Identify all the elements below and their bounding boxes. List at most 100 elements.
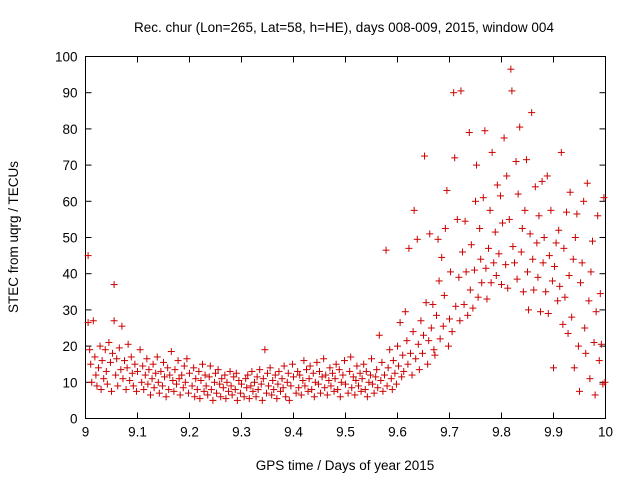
data-point bbox=[138, 378, 146, 386]
data-point bbox=[230, 373, 238, 381]
data-point bbox=[509, 243, 517, 251]
data-point bbox=[415, 366, 423, 374]
data-point bbox=[481, 127, 489, 135]
data-point bbox=[508, 87, 516, 95]
data-point bbox=[165, 386, 173, 394]
data-point bbox=[210, 378, 218, 386]
data-point bbox=[123, 364, 131, 372]
data-point bbox=[176, 391, 184, 399]
data-point bbox=[451, 154, 459, 162]
x-tick-label: 9.8 bbox=[492, 425, 511, 440]
data-point bbox=[417, 317, 425, 325]
data-point bbox=[591, 391, 599, 399]
data-point bbox=[387, 375, 395, 383]
data-point bbox=[482, 264, 490, 272]
data-point bbox=[568, 313, 576, 321]
data-point bbox=[136, 346, 144, 354]
data-point bbox=[496, 192, 504, 200]
data-point bbox=[243, 384, 251, 392]
data-point bbox=[326, 364, 334, 372]
data-point bbox=[238, 380, 245, 388]
data-point bbox=[296, 371, 304, 379]
data-point bbox=[529, 255, 537, 263]
data-point bbox=[117, 366, 125, 374]
data-point bbox=[358, 375, 366, 383]
data-point bbox=[175, 375, 183, 383]
data-point bbox=[578, 259, 586, 267]
data-points bbox=[84, 65, 609, 404]
data-point bbox=[538, 177, 546, 185]
data-point bbox=[601, 378, 609, 386]
x-axis-label: GPS time / Days of year 2015 bbox=[256, 458, 435, 473]
x-tick-label: 9.1 bbox=[128, 425, 147, 440]
data-point bbox=[181, 378, 189, 386]
data-point bbox=[483, 295, 491, 303]
x-tick-label: 10 bbox=[598, 425, 613, 440]
data-point bbox=[476, 224, 484, 232]
data-point bbox=[97, 386, 105, 394]
data-point bbox=[465, 129, 473, 137]
data-point bbox=[89, 317, 97, 325]
data-point bbox=[438, 253, 446, 261]
data-point bbox=[269, 376, 277, 384]
data-point bbox=[279, 384, 287, 392]
data-point bbox=[266, 364, 274, 372]
data-point bbox=[221, 371, 229, 379]
data-point bbox=[114, 382, 122, 390]
data-point bbox=[232, 369, 240, 377]
data-point bbox=[132, 387, 140, 395]
data-point bbox=[201, 371, 209, 379]
data-point bbox=[106, 358, 114, 366]
data-point bbox=[569, 255, 577, 263]
data-point bbox=[583, 179, 591, 187]
data-point bbox=[565, 272, 573, 280]
data-point bbox=[407, 349, 414, 357]
data-point bbox=[453, 215, 461, 223]
x-tick-label: 9.6 bbox=[388, 425, 407, 440]
data-point bbox=[325, 376, 333, 384]
data-point bbox=[389, 357, 397, 365]
data-point bbox=[474, 293, 482, 301]
data-point bbox=[597, 340, 605, 348]
data-point bbox=[271, 371, 279, 379]
data-point bbox=[356, 369, 364, 377]
data-point bbox=[329, 369, 336, 377]
data-point bbox=[396, 319, 404, 327]
data-point bbox=[366, 371, 374, 379]
data-point bbox=[184, 389, 192, 397]
data-point bbox=[128, 369, 136, 377]
data-point bbox=[443, 186, 451, 194]
data-point bbox=[109, 349, 117, 357]
data-point bbox=[545, 252, 553, 260]
data-point bbox=[261, 346, 269, 354]
data-point bbox=[316, 367, 323, 375]
data-point bbox=[543, 172, 551, 180]
data-point bbox=[226, 367, 234, 375]
data-point bbox=[332, 360, 340, 368]
data-point bbox=[467, 241, 475, 249]
data-point bbox=[207, 386, 215, 394]
data-point bbox=[600, 194, 608, 202]
data-point bbox=[512, 157, 520, 165]
data-point bbox=[554, 297, 562, 305]
data-point bbox=[91, 353, 99, 361]
data-point bbox=[548, 277, 556, 285]
data-point bbox=[92, 371, 100, 379]
data-point bbox=[518, 224, 526, 232]
data-point bbox=[564, 329, 572, 337]
y-tick-label: 90 bbox=[62, 86, 77, 101]
data-point bbox=[395, 362, 403, 370]
data-point bbox=[590, 338, 598, 346]
x-tick-label: 9.2 bbox=[180, 425, 199, 440]
data-point bbox=[249, 387, 257, 395]
data-point bbox=[479, 194, 487, 202]
y-tick-label: 60 bbox=[62, 194, 77, 209]
data-point bbox=[178, 371, 186, 379]
data-point bbox=[105, 338, 113, 346]
data-point bbox=[425, 337, 433, 345]
data-point bbox=[127, 353, 135, 361]
data-point bbox=[392, 380, 400, 388]
data-point bbox=[433, 311, 440, 319]
data-point bbox=[280, 362, 288, 370]
data-point bbox=[379, 387, 387, 395]
